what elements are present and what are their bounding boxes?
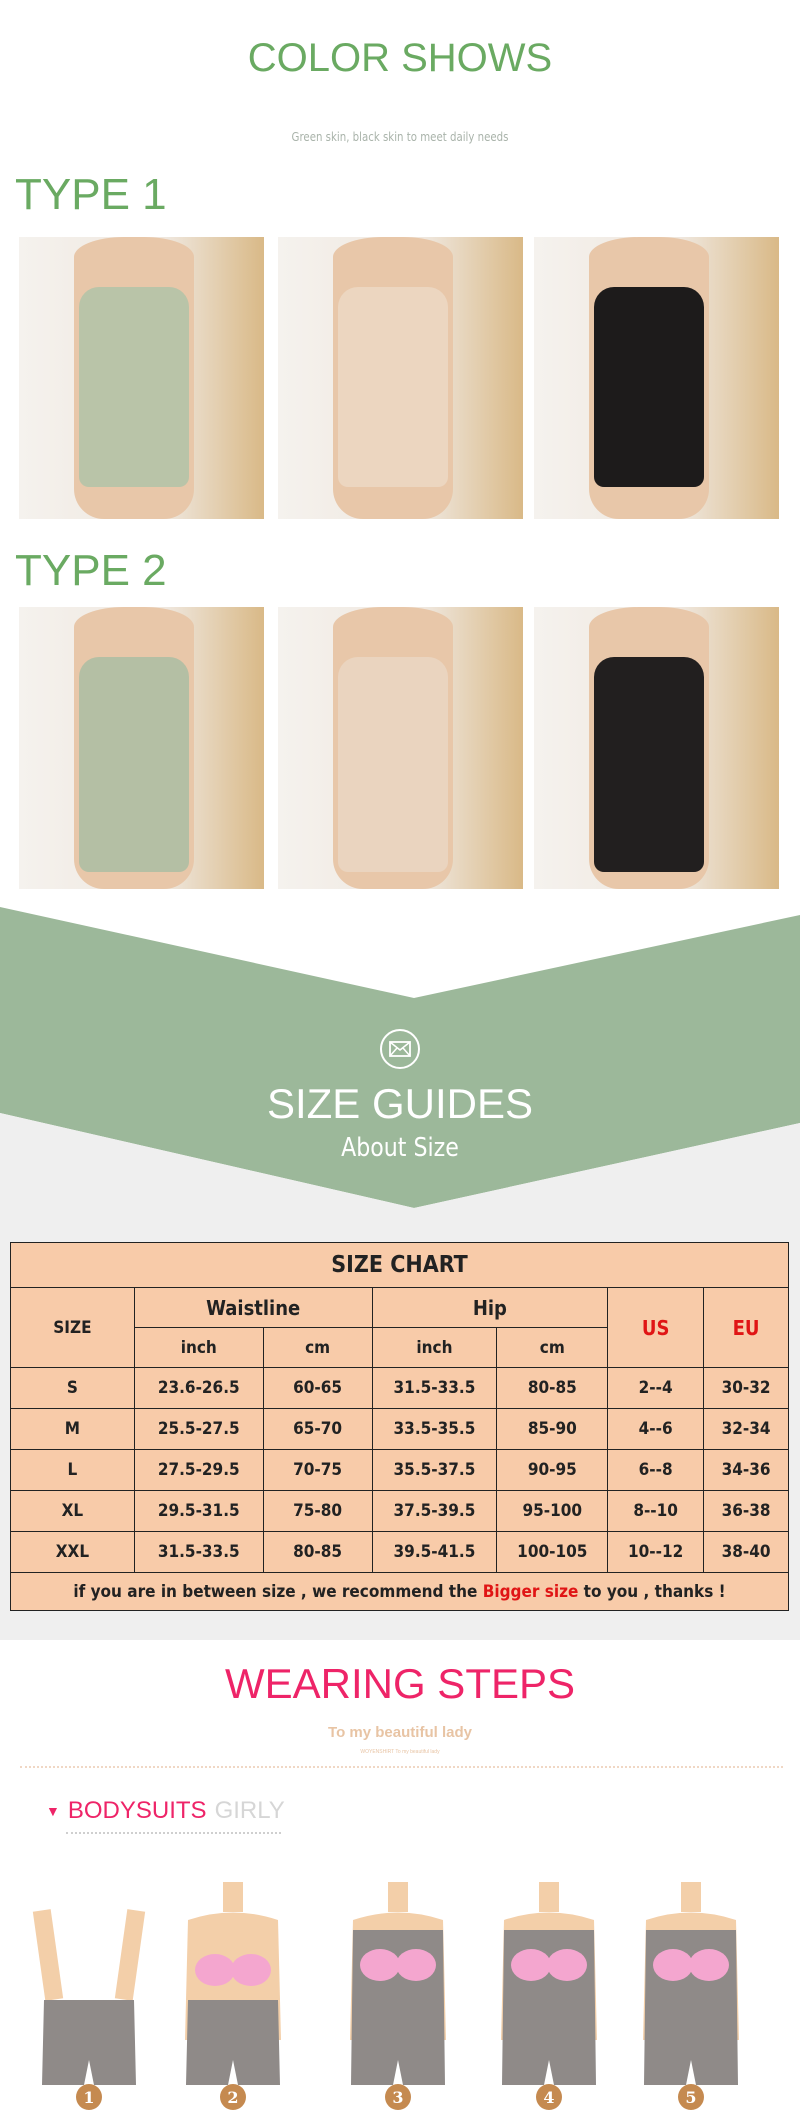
step-number: 2	[227, 2088, 238, 2107]
table-cell: S	[10, 1367, 135, 1409]
table-cell: 70-75	[262, 1449, 373, 1491]
color-shows-subtitle: Green skin, black skin to meet daily nee…	[291, 130, 509, 144]
table-cell: 31.5-33.5	[371, 1367, 498, 1409]
table-cell: 25.5-27.5	[133, 1408, 264, 1450]
table-cell: 33.5-35.5	[371, 1408, 498, 1450]
table-cell: 32-34	[703, 1408, 789, 1450]
table-cell: 37.5-39.5	[371, 1490, 498, 1532]
table-row: M 25.5-27.5 65-70 33.5-35.5 85-90 4--6 32-34	[10, 1408, 789, 1450]
type-1-photo-1	[19, 237, 264, 519]
table-cell: 6--8	[607, 1449, 705, 1491]
category-girly: GIRLY	[214, 1797, 285, 1824]
type-1-photo-3	[534, 237, 779, 519]
table-row: S 23.6-26.5 60-65 31.5-33.5 80-85 2--4 30-32	[10, 1367, 789, 1409]
table-cell: 10--12	[607, 1531, 705, 1573]
table-cell: M	[10, 1408, 135, 1450]
wearing-steps-title: WEARING STEPS	[224, 1660, 576, 1707]
table-cell: 8--10	[607, 1490, 705, 1532]
step-number: 4	[543, 2088, 554, 2107]
table-row: XXL 31.5-33.5 80-85 39.5-41.5 100-105 10--12 3…	[10, 1531, 789, 1573]
header-eu: EU	[703, 1287, 789, 1368]
step-number: 3	[392, 2088, 403, 2107]
step-number: 1	[83, 2088, 94, 2107]
table-cell: 80-85	[262, 1531, 373, 1573]
size-chart-table: SIZE CHART SIZE Waistline Hip US EU inch…	[10, 1242, 789, 1611]
size-guides-title: SIZE GUIDES	[266, 1080, 534, 1127]
table-cell: 35.5-37.5	[371, 1449, 498, 1491]
table-cell: 23.6-26.5	[133, 1367, 264, 1409]
header-size: SIZE	[10, 1287, 135, 1368]
note-highlight: Bigger size	[482, 1581, 579, 1602]
category-bodysuits: BODYSUITS	[67, 1797, 207, 1824]
table-cell: 36-38	[703, 1490, 789, 1532]
type-2-photo-3	[534, 607, 779, 889]
table-cell: L	[10, 1449, 135, 1491]
header-waist-inch: inch	[133, 1327, 264, 1368]
table-row: XL 29.5-31.5 75-80 37.5-39.5 95-100 8--10 36-3…	[10, 1490, 789, 1532]
header-waistline: Waistline	[133, 1287, 373, 1328]
step-figure	[32, 1909, 146, 2110]
size-guides-banner	[0, 907, 800, 1208]
triangle-down-icon: ▼	[46, 1803, 60, 1819]
header-us: US	[607, 1287, 705, 1368]
type-2-photo-2	[278, 607, 523, 889]
color-shows-title: COLOR SHOWS	[247, 36, 553, 80]
header-hip: Hip	[371, 1287, 609, 1328]
dotted-divider	[20, 1766, 783, 1768]
table-cell: XXL	[10, 1531, 135, 1573]
table-cell: 30-32	[703, 1367, 789, 1409]
table-cell: XL	[10, 1490, 135, 1532]
type-1-photo-2	[278, 237, 523, 519]
category-underline	[66, 1832, 281, 1834]
table-cell: 65-70	[262, 1408, 373, 1450]
wearing-steps-subtitle: To my beautiful lady	[328, 1724, 472, 1741]
table-row: L 27.5-29.5 70-75 35.5-37.5 90-95 6--8 34-36	[10, 1449, 789, 1491]
step-figure	[185, 1882, 281, 2110]
type-1-label: TYPE 1	[15, 170, 167, 219]
type-2-label: TYPE 2	[15, 546, 167, 595]
category-heading: ▼ BODYSUITS GIRLY	[46, 1797, 285, 1825]
table-cell: 85-90	[496, 1408, 609, 1450]
envelope-icon	[380, 1029, 420, 1069]
note-text: if you are in between size , we recommen…	[73, 1581, 483, 1602]
about-size-subtitle: About Size	[341, 1133, 459, 1163]
header-hip-inch: inch	[371, 1327, 498, 1368]
step-figure	[350, 1882, 446, 2110]
table-cell: 75-80	[262, 1490, 373, 1532]
header-waist-cm: cm	[262, 1327, 373, 1368]
note-text-end: to you , thanks !	[578, 1581, 726, 1602]
wearing-steps-illustration: 1 2 3 4 5	[32, 1882, 739, 2110]
table-cell: 39.5-41.5	[371, 1531, 498, 1573]
wearing-steps-small-text: WOYENSHIRT To my beautiful lady	[360, 1749, 440, 1755]
table-cell: 100-105	[496, 1531, 609, 1573]
table-cell: 29.5-31.5	[133, 1490, 264, 1532]
step-figure	[643, 1882, 739, 2110]
table-cell: 27.5-29.5	[133, 1449, 264, 1491]
table-cell: 4--6	[607, 1408, 705, 1450]
table-cell: 31.5-33.5	[133, 1531, 264, 1573]
size-note: if you are in between size , we recommen…	[10, 1572, 789, 1611]
table-cell: 60-65	[262, 1367, 373, 1409]
table-cell: 95-100	[496, 1490, 609, 1532]
table-cell: 38-40	[703, 1531, 789, 1573]
table-cell: 2--4	[607, 1367, 705, 1409]
header-hip-cm: cm	[496, 1327, 609, 1368]
table-cell: 90-95	[496, 1449, 609, 1491]
step-figure	[501, 1882, 597, 2110]
size-chart-title: SIZE CHART	[10, 1242, 789, 1288]
table-cell: 34-36	[703, 1449, 789, 1491]
step-number: 5	[685, 2088, 696, 2107]
type-2-photo-1	[19, 607, 264, 889]
table-cell: 80-85	[496, 1367, 609, 1409]
